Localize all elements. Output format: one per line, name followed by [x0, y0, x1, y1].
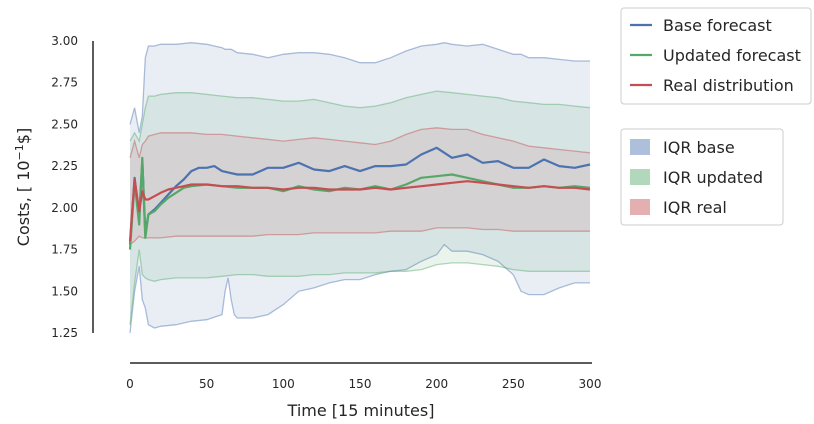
iqr-updated-band — [129, 90, 591, 325]
x-tick-label: 100 — [272, 377, 295, 391]
iqr-base-band — [129, 42, 590, 334]
line-legend — [620, 7, 812, 105]
base-forecast-line — [128, 146, 591, 245]
iqr-real-upper-edge — [129, 127, 591, 158]
band-legend-items: IQR base IQR updated IQR real — [630, 138, 763, 217]
iqr-real-lower-edge — [129, 227, 590, 246]
x-tick-label: 300 — [579, 377, 602, 391]
y-tick-label: 1.25 — [51, 326, 78, 340]
updated-forecast-legend-label: Updated forecast — [663, 46, 801, 65]
iqr-bands — [129, 42, 591, 334]
iqr-real-legend-swatch — [630, 199, 650, 215]
series-lines — [128, 146, 591, 250]
iqr-updated-upper-edge — [129, 90, 591, 143]
x-tick-label: 50 — [199, 377, 214, 391]
iqr-base-lower-edge — [129, 243, 590, 334]
iqr-real-band-fill — [130, 127, 590, 245]
x-axis-label: Time [15 minutes] — [287, 401, 435, 420]
x-tick-label: 250 — [502, 377, 525, 391]
real-distribution-line — [128, 178, 591, 242]
x-tick-labels: 0 50 100 150 200 250 300 — [126, 377, 601, 391]
iqr-updated-legend-swatch — [630, 169, 650, 185]
real-distribution-legend-label: Real distribution — [663, 76, 794, 95]
iqr-updated-legend-label: IQR updated — [663, 168, 763, 187]
y-tick-label: 2.25 — [51, 159, 78, 173]
iqr-real-legend-label: IQR real — [663, 198, 727, 217]
y-tick-label: 3.00 — [51, 34, 78, 48]
iqr-updated-lower-edge — [129, 249, 590, 325]
y-tick-label: 2.00 — [51, 201, 78, 215]
x-tick-label: 200 — [425, 377, 448, 391]
iqr-real-band — [129, 127, 591, 246]
x-tick-label: 0 — [126, 377, 134, 391]
y-tick-label: 1.50 — [51, 284, 78, 298]
y-tick-labels: 1.25 1.50 1.75 2.00 2.25 2.50 2.75 3.00 — [51, 34, 78, 340]
iqr-updated-band-fill — [130, 91, 590, 325]
iqr-base-legend-label: IQR base — [663, 138, 735, 157]
band-legend — [620, 128, 784, 226]
iqr-base-legend-swatch — [630, 139, 650, 155]
line-legend-items: Base forecast Updated forecast Real distri… — [630, 16, 801, 95]
y-tick-label: 1.75 — [51, 243, 78, 257]
iqr-base-upper-edge — [129, 42, 590, 133]
y-tick-label: 2.75 — [51, 76, 78, 90]
base-forecast-legend-label: Base forecast — [663, 16, 772, 35]
y-axis-label: Costs, [ 10−1$] — [13, 128, 33, 246]
iqr-base-band-fill — [130, 42, 590, 333]
x-tick-label: 150 — [349, 377, 372, 391]
y-tick-label: 2.50 — [51, 117, 78, 131]
